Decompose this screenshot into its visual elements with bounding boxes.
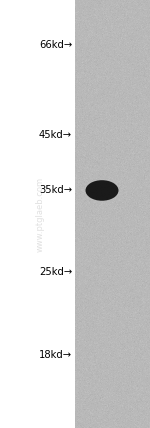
- Text: 35kd→: 35kd→: [39, 185, 72, 196]
- Bar: [75, 0, 150, 428]
- Text: 66kd→: 66kd→: [39, 40, 72, 50]
- Text: 18kd→: 18kd→: [39, 350, 72, 360]
- Text: 45kd→: 45kd→: [39, 130, 72, 140]
- Ellipse shape: [85, 180, 118, 201]
- Text: www.ptglaeb.com: www.ptglaeb.com: [36, 176, 45, 252]
- Text: 25kd→: 25kd→: [39, 267, 72, 277]
